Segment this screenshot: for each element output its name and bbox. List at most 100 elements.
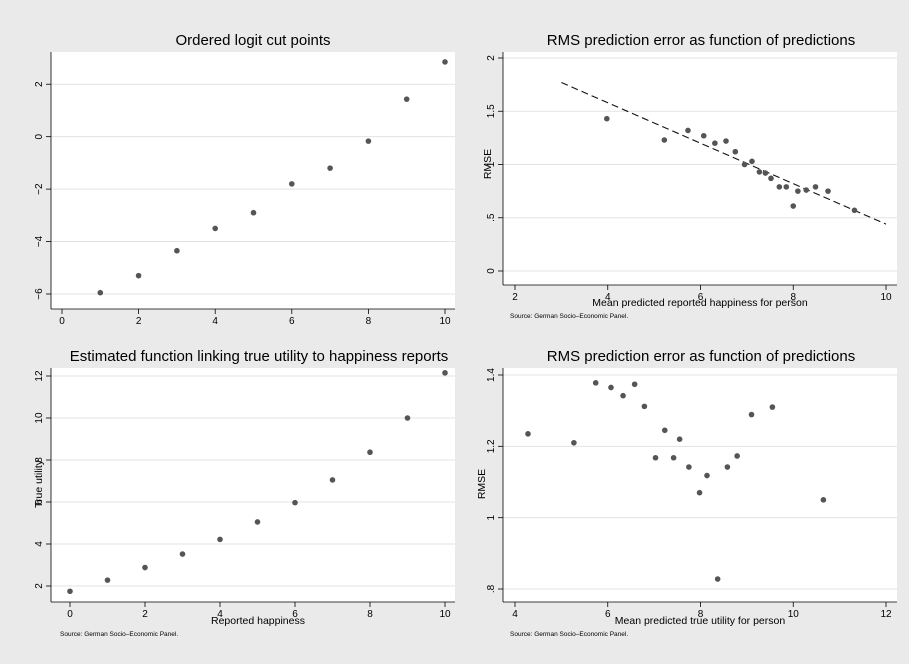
panel-4-y-tick-label: 1.4 — [486, 368, 497, 382]
panel-2-data-point — [783, 184, 790, 190]
panel-4-data-point — [525, 431, 531, 437]
panel-2-data-point — [776, 184, 783, 190]
panel-1-x-tick-label: 4 — [212, 316, 218, 327]
panel-4-x-tick-label: 10 — [788, 609, 800, 620]
panel-2-x-tick-label: 10 — [880, 292, 892, 303]
panel-2-data-point — [723, 138, 729, 144]
panel-3-data-point — [329, 477, 336, 483]
panel-1-title: Ordered logit cut points — [175, 32, 330, 49]
panel-2-y-tick-label: 1 — [486, 161, 497, 167]
panel-4-data-point — [820, 497, 827, 503]
panel-3-y-tick-label: 4 — [34, 541, 45, 547]
panel-4-data-point — [704, 472, 710, 479]
panel-1-data-point — [365, 138, 372, 144]
panel-3-data-point — [104, 577, 111, 583]
panel-2-y-tick-label: 2 — [486, 55, 497, 61]
panel-3-source-note: Source: German Socio–Economic Panel. — [60, 631, 178, 638]
panel-4-data-point — [670, 454, 677, 461]
panel-2-data-point — [825, 188, 831, 194]
panel-1-x-tick-label: 8 — [366, 316, 372, 327]
panel-4-data-point — [571, 439, 577, 446]
panel-2-data-point — [661, 137, 668, 143]
panel-1-y-tick-label: −2 — [34, 183, 45, 195]
panel-4-title: RMS prediction error as function of pred… — [547, 348, 855, 365]
panel-4-y-tick-label: 1.2 — [486, 439, 497, 453]
panel-4-y-tick-label: .8 — [486, 584, 497, 593]
panel-2-x-tick-label: 8 — [790, 292, 796, 303]
panel-1-data-point — [97, 289, 104, 296]
panel-3-x-tick-label: 2 — [142, 609, 148, 620]
panel-cut-points: Ordered logit cut points −6 −4 −2 0 2 0 2 4 6 8 10 — [34, 32, 455, 327]
panel-2-y-tick-label: 1.5 — [486, 104, 497, 118]
panel-2-x-axis-label: Mean predicted reported happiness for pe… — [592, 297, 808, 309]
panel-4-data-point — [661, 427, 668, 434]
panel-4-y-tick-label: 1 — [486, 514, 497, 520]
panel-4-x-axis-label: Mean predicted true utility for person — [615, 615, 786, 627]
panel-2-data-point — [685, 127, 691, 134]
panel-1-marks: −6 −4 −2 0 2 0 2 4 6 8 10 — [34, 52, 455, 327]
panel-4-data-point — [641, 403, 648, 410]
panel-4-marks: .8 1 1.2 1.4 4 6 8 10 12 — [486, 368, 897, 620]
panel-3-data-point — [142, 564, 148, 571]
panel-2-data-point — [604, 115, 610, 122]
panel-2-data-point — [790, 203, 797, 209]
panel-4-data-point — [631, 381, 638, 388]
panel-3-x-tick-label: 4 — [217, 609, 223, 620]
panel-4-data-point — [686, 464, 692, 470]
panel-1-data-point — [174, 247, 180, 254]
panel-2-x-tick-label: 6 — [698, 292, 704, 303]
panel-2-fit-line — [561, 81, 887, 225]
panel-3-data-point — [442, 370, 448, 376]
panel-3-y-tick-label: 10 — [34, 412, 45, 424]
panel-2-data-point — [762, 170, 769, 176]
panel-3-marks: 2 4 6 8 10 12 0 2 4 6 8 10 — [34, 368, 455, 620]
panel-4-data-point — [592, 380, 599, 386]
panel-1-data-point — [250, 209, 257, 216]
panel-3-data-point — [367, 449, 373, 456]
panel-2-data-point — [795, 188, 801, 194]
panel-2-data-point — [803, 187, 810, 193]
panel-3-plot-area — [51, 368, 455, 602]
panel-4-data-point — [734, 453, 740, 459]
panel-1-data-point — [289, 181, 295, 187]
panel-2-title: RMS prediction error as function of pred… — [547, 32, 855, 49]
panel-4-data-point — [714, 576, 721, 582]
panel-2-data-point — [812, 184, 819, 190]
panel-2-x-tick-label: 4 — [605, 292, 611, 303]
panel-2-source-note: Source: German Socio–Economic Panel. — [510, 313, 628, 320]
panel-1-data-point — [212, 225, 218, 232]
panel-2-data-point — [712, 140, 718, 146]
panel-rmse-reported: RMS prediction error as function of pred… — [482, 32, 897, 320]
panel-4-data-point — [769, 404, 776, 410]
panel-3-x-tick-label: 8 — [367, 609, 373, 620]
panel-1-y-tick-label: 0 — [34, 133, 45, 139]
panel-3-x-tick-label: 6 — [292, 609, 298, 620]
panel-3-x-axis-label: Reported happiness — [211, 615, 305, 627]
panel-1-x-tick-label: 10 — [439, 316, 451, 327]
panel-4-data-point — [724, 464, 731, 470]
panel-3-data-point — [292, 499, 298, 506]
panel-2-y-tick-label: .5 — [486, 213, 497, 222]
panel-4-data-point — [676, 436, 683, 443]
panel-2-x-tick-label: 2 — [512, 292, 518, 303]
panel-4-plot-area — [503, 368, 897, 602]
panel-2-data-point — [851, 207, 858, 214]
panel-2-data-point — [700, 132, 707, 139]
panel-4-y-axis-label: RMSE — [476, 469, 488, 499]
panel-4-source-note: Source: German Socio–Economic Panel. — [510, 631, 628, 638]
panel-rmse-utility: RMS prediction error as function of pred… — [476, 348, 897, 638]
panel-3-data-point — [179, 551, 186, 557]
panel-2-data-point — [741, 161, 748, 168]
panel-1-x-tick-label: 0 — [59, 316, 65, 327]
panel-3-data-point — [67, 588, 73, 595]
panel-3-y-tick-label: 2 — [34, 583, 45, 589]
panel-4-data-point — [652, 454, 659, 461]
panel-3-y-tick-label: 6 — [34, 499, 45, 505]
panel-2-plot-area — [503, 52, 897, 285]
panel-4-data-point — [748, 411, 755, 418]
panel-1-y-tick-label: −6 — [34, 288, 45, 300]
panel-3-y-axis-label: True utility — [33, 459, 45, 508]
panel-2-y-tick-label: 0 — [486, 268, 497, 274]
panel-2-marks: 0 .5 1 1.5 2 2 4 6 8 10 — [486, 52, 897, 303]
panel-4-x-tick-label: 4 — [512, 609, 518, 620]
